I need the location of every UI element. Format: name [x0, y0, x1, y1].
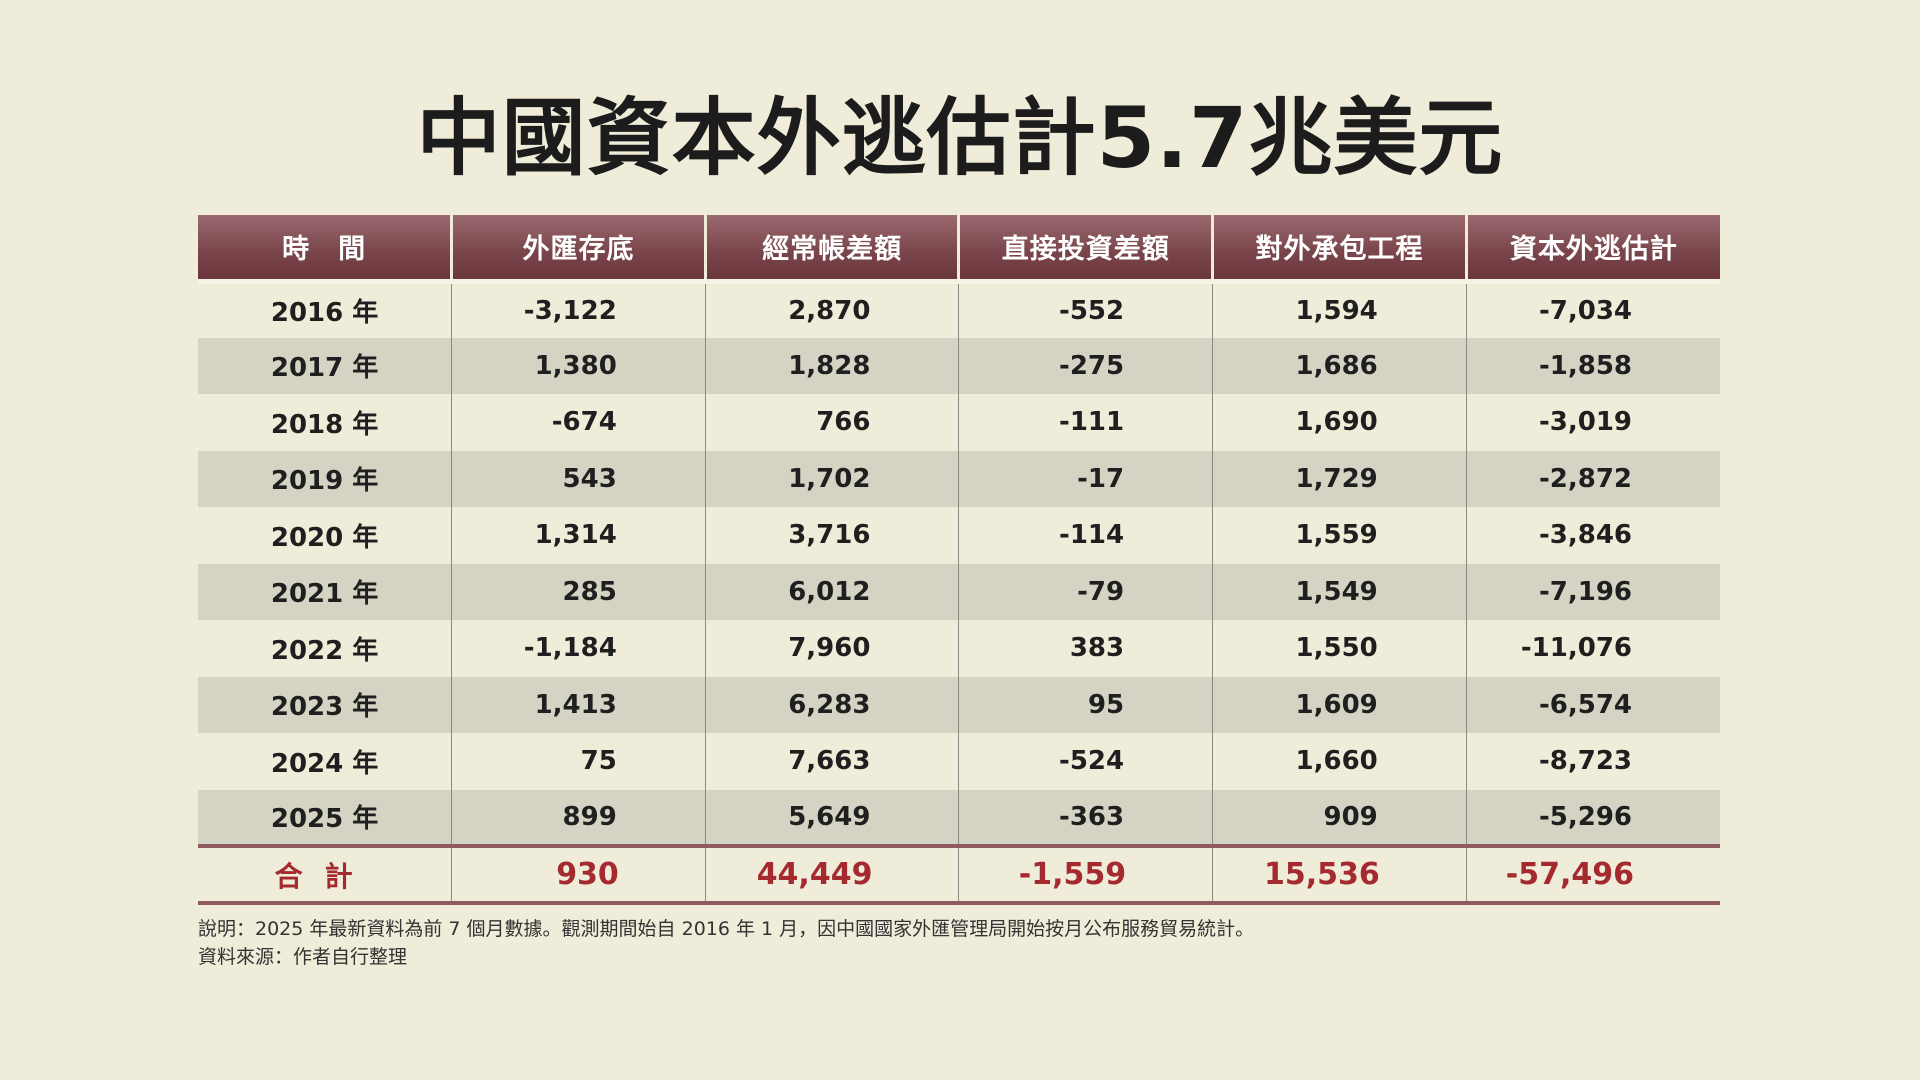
column-header: 對外承包工程 — [1211, 215, 1467, 281]
row-year-cell: 2020 年 — [198, 507, 452, 564]
table-cell: 1,550 — [1212, 620, 1467, 677]
table-cell: 543 — [451, 450, 706, 507]
table-cell: 1,660 — [1212, 733, 1467, 790]
total-cell: -57,496 — [1465, 844, 1720, 905]
row-year-cell: 2017 年 — [198, 337, 452, 394]
table-cell: 1,314 — [451, 507, 706, 564]
table-cell: 1,549 — [1212, 563, 1467, 620]
table-cell: -17 — [958, 450, 1213, 507]
table-cell: -111 — [958, 394, 1213, 451]
table-cell: -7,196 — [1465, 563, 1720, 620]
table-cell: -363 — [958, 789, 1213, 846]
table-cell: 899 — [451, 789, 706, 846]
row-year-cell: 2019 年 — [198, 450, 452, 507]
table-cell: 7,663 — [704, 733, 959, 790]
table-row: 2024 年 75 7,663 -524 1,660 -8,723 — [198, 733, 1720, 790]
table-row: 2016 年 -3,122 2,870 -552 1,594 -7,034 — [198, 278, 1720, 338]
row-year-cell: 2025 年 — [198, 789, 452, 846]
table-cell: -3,019 — [1465, 394, 1720, 451]
footnotes: 說明：2025 年最新資料為前 7 個月數據。觀測期間始自 2016 年 1 月… — [198, 915, 1254, 971]
table-cell: -8,723 — [1465, 733, 1720, 790]
table-cell: 5,649 — [704, 789, 959, 846]
table-cell: 3,716 — [704, 507, 959, 564]
column-header: 外匯存底 — [450, 215, 706, 281]
table-cell: -11,076 — [1465, 620, 1720, 677]
table-cell: -2,872 — [1465, 450, 1720, 507]
table-cell: -114 — [958, 507, 1213, 564]
row-year-cell: 2022 年 — [198, 620, 452, 677]
table-row: 2020 年 1,314 3,716 -114 1,559 -3,846 — [198, 507, 1720, 564]
row-year-cell: 2023 年 — [198, 676, 452, 733]
row-year-cell: 2021 年 — [198, 563, 452, 620]
table-cell: 1,413 — [451, 676, 706, 733]
table-cell: 1,828 — [704, 337, 959, 394]
row-year-cell: 2016 年 — [198, 278, 452, 338]
table-cell: -5,296 — [1465, 789, 1720, 846]
data-table-container: 時 間外匯存底 經常帳差額 直接投資差額 對外承包工程 資本外逃估計 2016 年 -3,… — [198, 215, 1720, 905]
total-cell: -1,559 — [958, 844, 1213, 905]
table-row: 2017 年 1,380 1,828 -275 1,686 -1,858 — [198, 337, 1720, 394]
table-cell: 1,686 — [1212, 337, 1467, 394]
column-header: 資本外逃估計 — [1464, 215, 1720, 281]
total-label: 合計 — [198, 844, 452, 905]
table-cell: -3,846 — [1465, 507, 1720, 564]
table-cell: 7,960 — [704, 620, 959, 677]
header-row: 時 間外匯存底 經常帳差額 直接投資差額 對外承包工程 資本外逃估計 — [198, 215, 1720, 281]
table-row: 2025 年 899 5,649 -363 909 -5,296 — [198, 789, 1720, 846]
row-year-cell: 2018 年 — [198, 394, 452, 451]
row-year-cell: 2024 年 — [198, 733, 452, 790]
capital-flight-table: 時 間外匯存底 經常帳差額 直接投資差額 對外承包工程 資本外逃估計 2016 年 -3,… — [198, 215, 1720, 905]
column-header: 直接投資差額 — [957, 215, 1213, 281]
column-header: 時 間 — [198, 215, 452, 281]
table-cell: 285 — [451, 563, 706, 620]
table-cell: 1,594 — [1212, 278, 1467, 338]
chart-title: 中國資本外逃估計5.7兆美元 — [416, 89, 1504, 187]
table-cell: -7,034 — [1465, 278, 1720, 338]
table-cell: -275 — [958, 337, 1213, 394]
table-body: 2016 年 -3,122 2,870 -552 1,594 -7,034 2017 年 1,… — [198, 278, 1720, 846]
table-cell: 1,729 — [1212, 450, 1467, 507]
table-cell: 2,870 — [704, 278, 959, 338]
total-row: 合計 930 44,449 -1,559 15,536 -57,496 — [198, 844, 1720, 905]
column-header: 經常帳差額 — [703, 215, 959, 281]
table-cell: 95 — [958, 676, 1213, 733]
table-cell: -674 — [451, 394, 706, 451]
total-cell: 930 — [451, 844, 706, 905]
table-row: 2022 年 -1,184 7,960 383 1,550 -11,076 — [198, 620, 1720, 677]
table-cell: -1,184 — [451, 620, 706, 677]
table-row: 2021 年 285 6,012 -79 1,549 -7,196 — [198, 563, 1720, 620]
table-row: 2019 年 543 1,702 -17 1,729 -2,872 — [198, 450, 1720, 507]
table-cell: -524 — [958, 733, 1213, 790]
table-cell: -79 — [958, 563, 1213, 620]
table-cell: 909 — [1212, 789, 1467, 846]
table-cell: 383 — [958, 620, 1213, 677]
note-explanation: 說明：2025 年最新資料為前 7 個月數據。觀測期間始自 2016 年 1 月… — [198, 918, 1255, 940]
total-cell: 44,449 — [704, 844, 959, 905]
table-cell: -6,574 — [1465, 676, 1720, 733]
table-cell: -3,122 — [451, 278, 706, 338]
table-cell: 6,012 — [704, 563, 959, 620]
table-cell: 6,283 — [704, 676, 959, 733]
table-cell: -1,858 — [1465, 337, 1720, 394]
table-cell: 1,559 — [1212, 507, 1467, 564]
table-row: 2018 年 -674 766 -111 1,690 -3,019 — [198, 394, 1720, 451]
total-cell: 15,536 — [1212, 844, 1467, 905]
table-cell: 1,690 — [1212, 394, 1467, 451]
note-source: 資料來源：作者自行整理 — [198, 946, 408, 968]
table-cell: 75 — [451, 733, 706, 790]
table-cell: 1,380 — [451, 337, 706, 394]
table-cell: -552 — [958, 278, 1213, 338]
table-cell: 766 — [704, 394, 959, 451]
table-row: 2023 年 1,413 6,283 95 1,609 -6,574 — [198, 676, 1720, 733]
table-cell: 1,609 — [1212, 676, 1467, 733]
table-cell: 1,702 — [704, 450, 959, 507]
